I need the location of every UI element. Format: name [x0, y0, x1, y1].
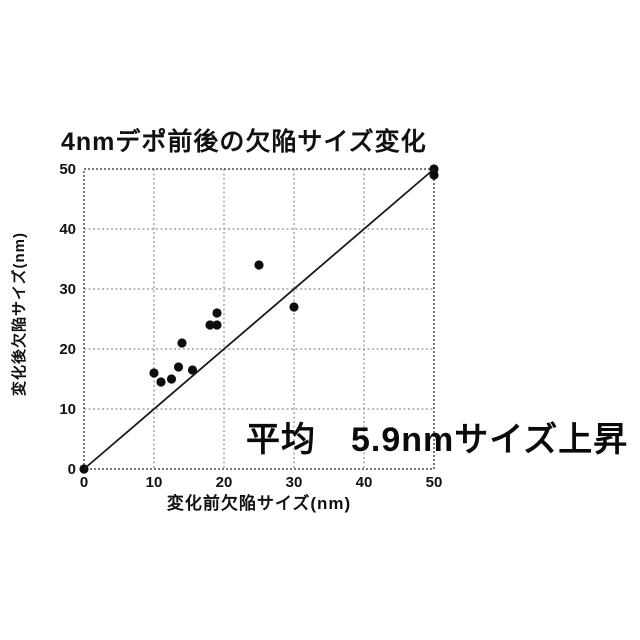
y-tick-label: 40: [59, 221, 76, 238]
x-tick-label: 0: [80, 474, 88, 491]
y-equals-x-reference-line: [83, 168, 435, 470]
plot-border: [83, 168, 435, 470]
x-axis-label: 変化前欠陥サイズ(nm): [166, 494, 352, 513]
data-point: [212, 320, 222, 330]
x-tick-label: 10: [146, 474, 163, 491]
x-tick-label: 50: [426, 474, 443, 491]
x-tick-label: 40: [356, 474, 373, 491]
data-point: [289, 302, 299, 312]
y-tick-label: 10: [59, 401, 76, 418]
x-tick-label: 30: [286, 474, 303, 491]
y-tick-label: 30: [59, 281, 76, 298]
data-point: [254, 260, 264, 270]
data-point: [156, 377, 166, 387]
x-tick-label: 20: [216, 474, 233, 491]
mean-increase-annotation: 平均 5.9nmサイズ上昇: [246, 421, 629, 459]
data-point: [149, 368, 159, 378]
data-point: [166, 374, 177, 384]
chart-title: 4nmデポ前後の欠陥サイズ変化: [61, 128, 427, 156]
data-point: [177, 338, 187, 348]
data-point: [212, 308, 222, 318]
y-tick-label: 50: [59, 161, 76, 178]
data-point: [205, 320, 215, 330]
data-point: [173, 362, 184, 372]
y-tick-label: 20: [59, 341, 76, 358]
y-tick-label: 0: [68, 461, 76, 478]
data-point: [187, 365, 198, 375]
